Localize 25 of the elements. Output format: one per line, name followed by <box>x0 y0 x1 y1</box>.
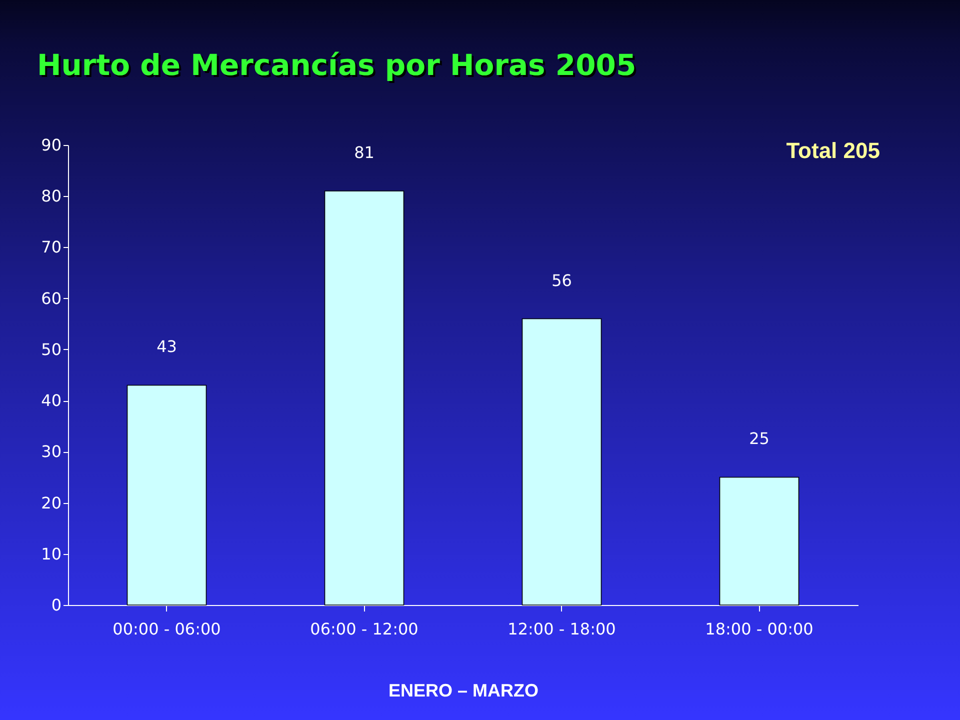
y-tick-label: 20 <box>41 493 62 512</box>
bar <box>719 476 800 606</box>
data-label: 25 <box>749 429 770 448</box>
x-tick-label: 12:00 - 18:00 <box>508 620 616 638</box>
y-tick-label: 10 <box>41 544 62 564</box>
data-label: 81 <box>354 143 374 162</box>
x-tick-label: 18:00 - 00:00 <box>705 620 814 638</box>
y-tick-label: 40 <box>41 391 62 410</box>
x-tick-label: 06:00 - 12:00 <box>310 620 418 638</box>
bar <box>126 384 207 606</box>
x-axis-title: ENERO – MARZO <box>388 680 539 700</box>
y-tick-label: 30 <box>41 442 62 462</box>
chart-title: Hurto de Mercancías por Horas 2005 <box>37 48 636 82</box>
data-label: 56 <box>552 270 572 290</box>
y-tick-label: 50 <box>41 340 62 359</box>
y-tick-label: 80 <box>41 186 62 206</box>
bar <box>522 318 602 606</box>
y-tick-label: 60 <box>41 288 62 308</box>
y-tick-label: 70 <box>41 238 62 257</box>
data-label: 43 <box>156 337 177 356</box>
bar <box>324 190 404 606</box>
y-tick-label: 90 <box>41 136 62 154</box>
x-tick-label: 00:00 - 06:00 <box>112 620 221 638</box>
annotation: Total 205 <box>786 138 880 164</box>
y-tick-label: 0 <box>51 596 62 614</box>
